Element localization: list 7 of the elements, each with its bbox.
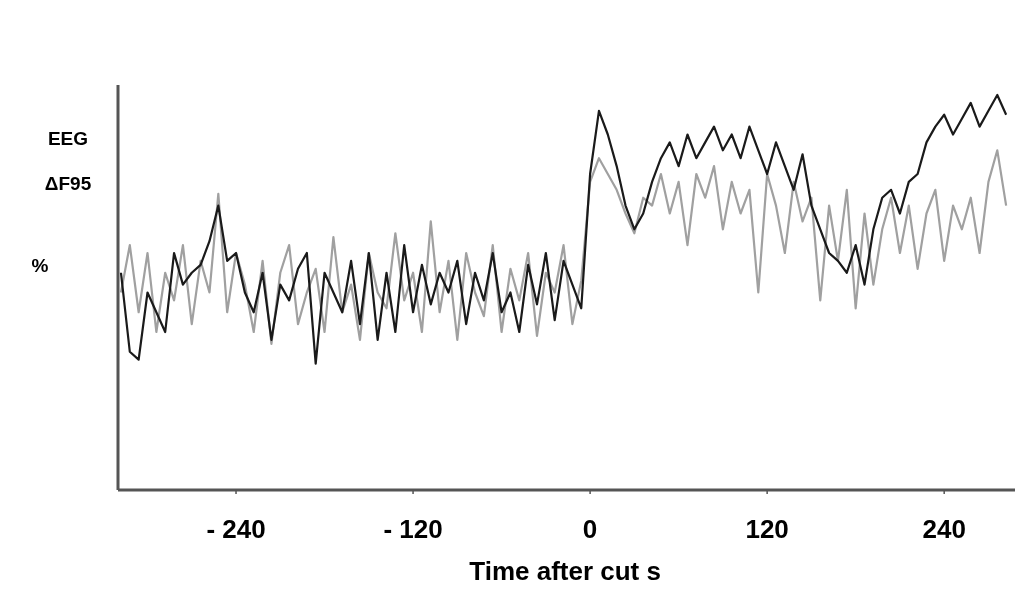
- x-tick-label: 120: [745, 514, 789, 544]
- x-tick-label: - 240: [206, 514, 266, 544]
- text: EEG ΔF95 %: [31, 128, 92, 276]
- x-tick-label: - 120: [383, 514, 443, 544]
- x-tick-label: 0: [582, 514, 598, 544]
- x-axis-title: Time after cut s: [469, 556, 661, 586]
- x-tick-label: 240: [922, 514, 966, 544]
